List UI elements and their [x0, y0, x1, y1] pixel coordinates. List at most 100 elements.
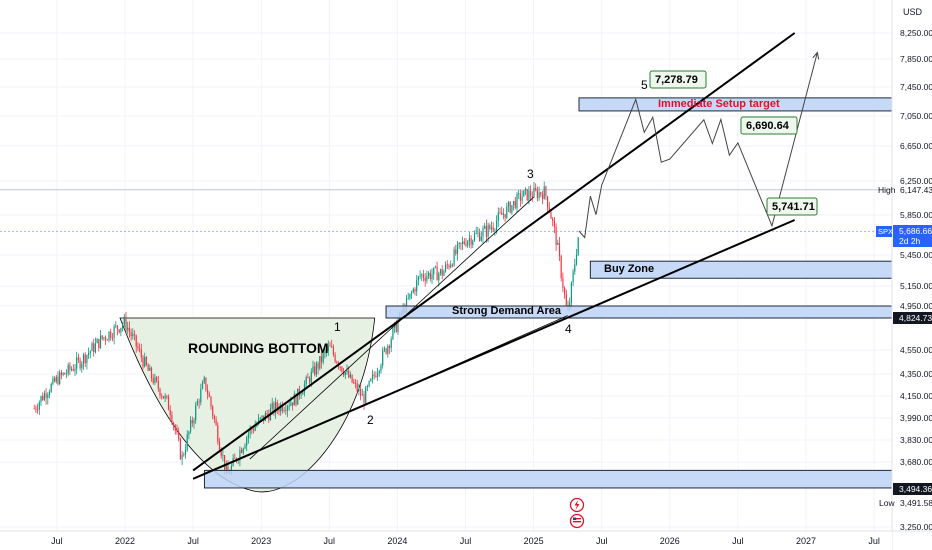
y-tick-label: 5,850.00	[900, 210, 932, 220]
candle-body	[557, 242, 559, 245]
candle-body	[290, 402, 292, 406]
candle-body	[81, 363, 83, 369]
candle-body	[453, 249, 455, 266]
candle-body	[297, 388, 299, 405]
candle-body	[164, 395, 166, 399]
callout-box-6690[interactable]	[740, 116, 798, 135]
candle-body	[348, 370, 350, 378]
candle-body	[322, 353, 324, 363]
time-axis[interactable]: Jul 2022 Jul 2023 Jul 2024 Jul 2025 Jul 2026 Jul 20…	[0, 530, 932, 550]
candle-body	[35, 408, 37, 410]
candle-body	[463, 241, 465, 244]
candle-body	[120, 327, 122, 333]
candle-body	[195, 405, 197, 421]
last-price-tag[interactable]	[893, 225, 932, 247]
candle-body	[411, 292, 413, 294]
event-icons[interactable]	[569, 497, 585, 529]
x-tick-label: 2022	[115, 536, 135, 546]
x-tick-label: Jul	[868, 536, 880, 546]
candle-body	[108, 331, 110, 340]
candle-body	[86, 355, 88, 364]
x-tick-label: Jul	[596, 536, 608, 546]
candle-body	[414, 289, 416, 292]
candle-body	[293, 394, 295, 406]
zone-label-buy: Buy Zone	[604, 263, 654, 275]
x-tick-label: Jul	[187, 536, 199, 546]
flag-stripes-icon	[573, 518, 581, 520]
candle-body	[329, 345, 331, 347]
candle-body	[456, 244, 459, 255]
candle-body	[302, 392, 304, 395]
last-price: 5,686.66	[899, 226, 932, 236]
candle-body	[530, 190, 532, 197]
candle-body	[222, 454, 224, 456]
candle-body	[57, 376, 59, 384]
zones[interactable]	[203, 97, 893, 489]
candle-body	[307, 377, 309, 379]
candle-body	[470, 238, 472, 245]
price-axis[interactable]: USD 8,250.00 7,850.00 7,450.00 7,050.00 6,65…	[876, 0, 932, 550]
candle-body	[472, 240, 474, 245]
y-tick-label: 4,550.00	[900, 345, 932, 355]
candle-body	[509, 202, 511, 213]
wave-label-2: 2	[367, 413, 374, 427]
candle-body	[283, 410, 285, 412]
candle-body	[258, 418, 260, 425]
callout-box-5741[interactable]	[766, 197, 818, 216]
y-tick-label: 6,250.00	[900, 176, 932, 186]
candle-body	[387, 345, 389, 354]
candle-body	[324, 351, 326, 354]
candle-body	[98, 339, 100, 348]
trend-line[interactable]	[192, 219, 796, 480]
projection-arrowhead	[812, 51, 820, 60]
projection-line[interactable]	[578, 52, 818, 239]
candle-body	[431, 274, 433, 279]
candle-body	[242, 448, 244, 453]
candle-body	[88, 353, 90, 356]
candle-body	[487, 225, 489, 237]
candle-body	[320, 355, 323, 363]
projection-path[interactable]	[578, 51, 820, 239]
candle-body	[409, 293, 411, 299]
candle-body	[351, 374, 353, 383]
candle-body	[564, 287, 566, 295]
candle-body	[140, 349, 142, 358]
candle-body	[50, 384, 52, 392]
zone-box[interactable]	[203, 469, 893, 489]
candle-body	[326, 350, 328, 352]
low-value: 3,491.58	[900, 498, 932, 508]
callout-box-7278[interactable]	[649, 70, 707, 89]
candle-body	[292, 402, 294, 406]
candle-body	[237, 460, 239, 462]
trend-lines[interactable]	[192, 32, 796, 480]
pattern-label: ROUNDING BOTTOM	[188, 340, 329, 356]
candle-body	[533, 187, 535, 198]
price-callouts[interactable]: 7,278.79 6,690.64 5,741.71	[649, 70, 818, 216]
symbol-tag[interactable]	[876, 226, 892, 237]
candle-body	[524, 189, 527, 191]
y-tick-label: 7,450.00	[900, 82, 932, 92]
candle-body	[511, 205, 513, 213]
candle-body	[37, 409, 39, 411]
candle-body	[538, 192, 540, 199]
candle-body	[310, 371, 312, 383]
price-tag-3494[interactable]	[893, 483, 932, 495]
price-tag-4824[interactable]	[893, 312, 932, 324]
candle-body	[305, 377, 307, 385]
y-tick-label: 7,850.00	[900, 54, 932, 64]
candle-body	[392, 327, 394, 340]
candle-body	[161, 395, 163, 397]
candle-body	[220, 449, 222, 456]
price-tag-4824-text: 4,824.73	[899, 313, 932, 323]
candle-body	[468, 238, 470, 242]
candle-body	[125, 316, 127, 330]
candle-body	[54, 378, 56, 382]
trend-line[interactable]	[192, 32, 796, 472]
trend-line[interactable]	[363, 315, 568, 406]
candle-body	[115, 325, 117, 327]
trend-line[interactable]	[249, 196, 534, 460]
candle-body	[458, 242, 460, 245]
candle-body	[445, 264, 447, 272]
candle-body	[562, 278, 564, 288]
